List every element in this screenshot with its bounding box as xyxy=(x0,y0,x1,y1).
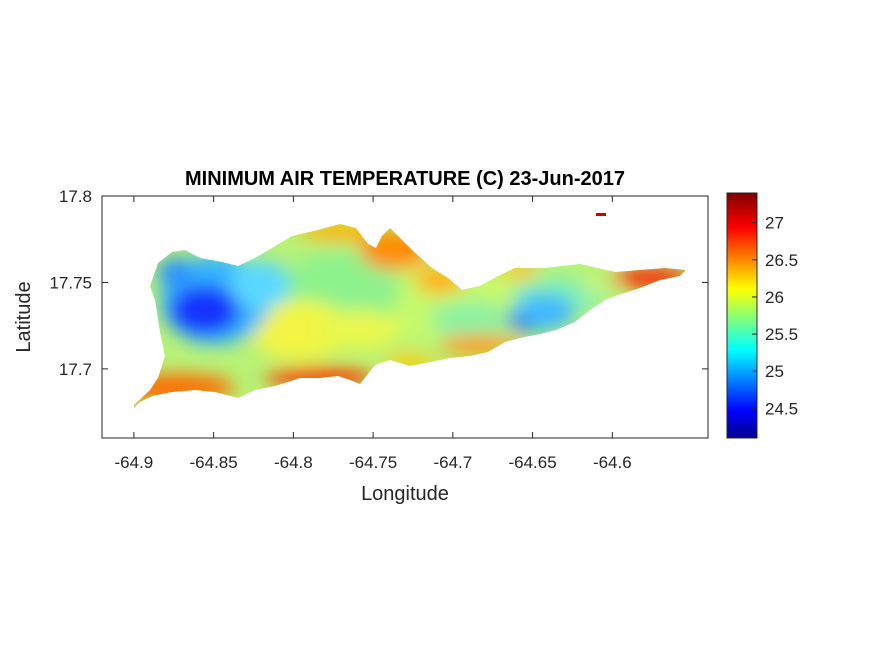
y-axis: 17.7 17.75 17.8 xyxy=(49,187,708,379)
colorbar-tick-label: 27 xyxy=(765,214,784,233)
colorbar xyxy=(726,192,758,439)
colorbar-tick-label: 24.5 xyxy=(765,399,798,418)
x-axis-label: Longitude xyxy=(361,483,449,505)
y-tick-label: 17.7 xyxy=(59,360,92,379)
chart-title: MINIMUM AIR TEMPERATURE (C) 23-Jun-2017 xyxy=(185,168,625,190)
islet xyxy=(596,213,606,216)
colorbar-tick-label: 25 xyxy=(765,362,784,381)
y-tick-label: 17.8 xyxy=(59,187,92,206)
colorbar-tick-label: 26.5 xyxy=(765,251,798,270)
x-tick-label: -64.85 xyxy=(190,453,238,472)
x-tick-label: -64.75 xyxy=(349,453,397,472)
x-tick-label: -64.8 xyxy=(274,453,313,472)
x-tick-label: -64.9 xyxy=(115,453,154,472)
x-tick-label: -64.6 xyxy=(593,453,632,472)
x-tick-label: -64.7 xyxy=(433,453,472,472)
x-tick-label: -64.65 xyxy=(508,453,556,472)
y-tick-label: 17.75 xyxy=(49,273,92,292)
colorbar-tick-label: 26 xyxy=(765,288,784,307)
colorbar-tick-label: 25.5 xyxy=(765,325,798,344)
x-axis: -64.9 -64.85 -64.8 -64.75 -64.7 -64.65 -64.6 xyxy=(115,196,632,472)
y-axis-label: Latitude xyxy=(13,281,35,352)
colorbar-ticks: 24.5 25 25.5 26 26.5 27 xyxy=(752,214,798,418)
